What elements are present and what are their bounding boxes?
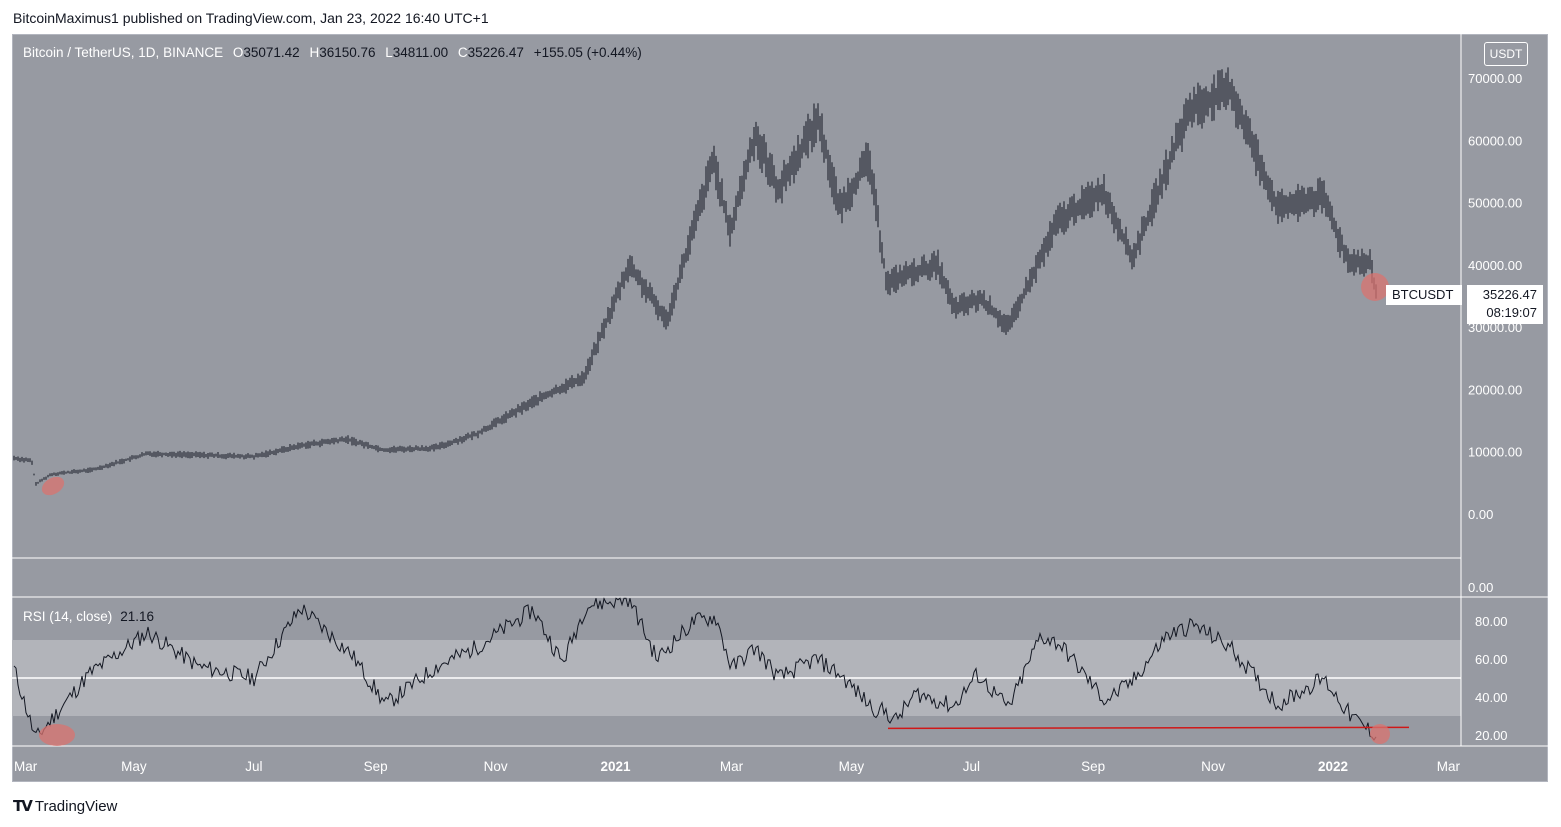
price-axis-tick-label: 60000.00 xyxy=(1468,133,1522,148)
rsi-axis-tick-label: 20.00 xyxy=(1475,728,1508,743)
spacer-axis-tick-label: 0.00 xyxy=(1468,580,1493,595)
price-axis-tick-label: 40000.00 xyxy=(1468,258,1522,273)
x-axis-tick-label: Mar xyxy=(720,759,744,774)
price-axis-tick-label: 50000.00 xyxy=(1468,196,1522,211)
rsi-title: RSI (14, close) xyxy=(23,609,113,624)
rsi-legend: RSI (14, close) 21.16 xyxy=(23,609,154,624)
price-circle-jan-2022 xyxy=(1361,273,1389,301)
support-line xyxy=(887,726,1410,730)
x-axis-tick-label: Mar xyxy=(1437,759,1461,774)
currency-button[interactable]: USDT xyxy=(1484,42,1528,66)
price-pane xyxy=(13,67,1377,486)
x-axis-tick-label: 2022 xyxy=(1318,759,1348,774)
rsi-low-circle-jan-2022 xyxy=(1370,724,1390,744)
ohlc-legend: Bitcoin / TetherUS, 1D, BINANCE O35071.4… xyxy=(23,45,642,60)
change-value: +155.05 (+0.44%) xyxy=(533,45,642,60)
price-axis-tick-label: 70000.00 xyxy=(1468,71,1522,86)
high-key: H xyxy=(309,45,320,60)
price-low-circle-mar-2020 xyxy=(41,476,65,496)
open-value: 35071.42 xyxy=(243,45,300,60)
rsi-line xyxy=(13,596,1377,741)
bar-countdown: 08:19:07 xyxy=(1486,305,1537,320)
rsi-axis-tick-label: 40.00 xyxy=(1475,690,1508,705)
close-key: C xyxy=(457,45,468,60)
low-key: L xyxy=(385,45,393,60)
tradingview-logo[interactable]: 𝗧𝗩 TradingView xyxy=(13,797,118,816)
x-axis-tick-label: May xyxy=(121,759,147,774)
tradingview-brand: TradingView xyxy=(34,797,118,815)
price-axis-tick-label: 20000.00 xyxy=(1468,382,1522,397)
rsi-axis-tick-label: 60.00 xyxy=(1475,652,1508,667)
x-axis-tick-label: Nov xyxy=(484,759,508,774)
x-axis-tick-label: Sep xyxy=(364,759,388,774)
rsi-pane xyxy=(12,596,1461,741)
x-axis-tick-label: Jul xyxy=(245,759,262,774)
annotations xyxy=(39,273,1410,746)
close-value: 35226.47 xyxy=(467,45,524,60)
rsi-low-circle-mar-2020 xyxy=(39,724,75,746)
price-axis-tick-label: 0.00 xyxy=(1468,507,1493,522)
publisher-attribution: BitcoinMaximus1 published on TradingView… xyxy=(13,10,489,26)
rsi-value: 21.16 xyxy=(120,609,155,624)
x-axis-tick-label: May xyxy=(839,759,865,774)
last-price-box: 35226.47 08:19:07 xyxy=(1467,285,1543,324)
axes: 70000.0060000.0050000.0040000.0030000.00… xyxy=(12,34,1548,774)
ticker-label: BTCUSDT xyxy=(1386,285,1462,305)
open-key: O xyxy=(232,45,244,60)
x-axis-tick-label: Jul xyxy=(963,759,980,774)
high-value: 36150.76 xyxy=(319,45,376,60)
low-value: 34811.00 xyxy=(392,45,449,60)
chart-canvas[interactable]: 70000.0060000.0050000.0040000.0030000.00… xyxy=(12,34,1548,782)
x-axis-tick-label: Sep xyxy=(1081,759,1105,774)
x-axis-tick-label: 2021 xyxy=(600,759,631,774)
x-axis-tick-label: Mar xyxy=(14,759,38,774)
rsi-axis-tick-label: 80.00 xyxy=(1475,614,1508,629)
x-axis-tick-label: Nov xyxy=(1201,759,1225,774)
symbol-title: Bitcoin / TetherUS, 1D, BINANCE xyxy=(23,45,224,60)
price-axis-tick-label: 10000.00 xyxy=(1468,445,1522,460)
tradingview-logo-icon: 𝗧𝗩 xyxy=(13,798,33,815)
last-price: 35226.47 xyxy=(1482,287,1537,302)
